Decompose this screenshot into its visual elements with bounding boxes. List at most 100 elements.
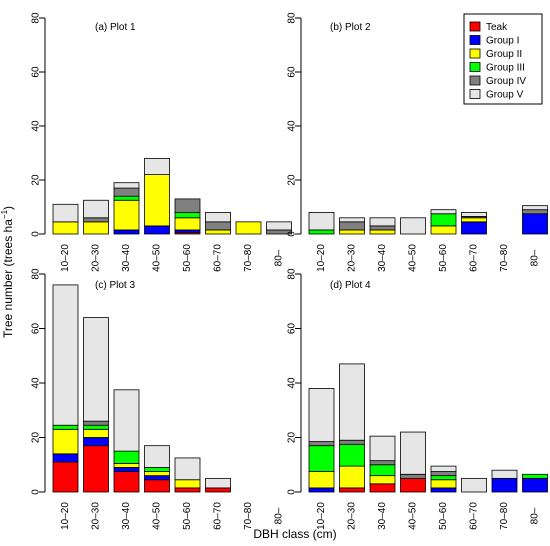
bar-segment-group-v [205, 477, 231, 489]
x-axis-label: DBH class (cm) [253, 527, 336, 541]
bar-segment-teak [52, 461, 79, 493]
bar-segment-group-ii [113, 199, 140, 231]
bar-segment-group-ii [144, 471, 170, 477]
x-tick-label: 30–40 [121, 502, 132, 530]
y-tick-label: 60 [287, 66, 298, 78]
legend-label: Group I [486, 36, 519, 47]
y-tick-label: 20 [287, 432, 298, 444]
x-tick-label: 10–20 [316, 502, 327, 530]
bar-segment-group-ii [113, 462, 140, 468]
bar-segment-teak [369, 483, 396, 493]
bar-segment-group-iii [113, 450, 140, 464]
bar-segment-teak [339, 487, 365, 493]
bar-segment-teak [205, 487, 231, 493]
bar-segment-group-iv [369, 225, 396, 231]
bar-segment-group-v [461, 211, 487, 217]
bar-segment-group-iii [339, 443, 365, 467]
bar-segment-group-iv [339, 221, 365, 231]
bar-segment-group-v [461, 477, 487, 493]
x-tick-label: 70–80 [499, 244, 510, 272]
bar-segment-group-iv [339, 439, 365, 445]
y-tick-label: 0 [287, 231, 298, 237]
y-tick-label: 20 [31, 432, 42, 444]
y-tick-label: 20 [287, 174, 298, 186]
bar-segment-group-v [400, 217, 426, 235]
x-tick-label: 20–30 [91, 244, 102, 272]
bar-segment-group-ii [174, 217, 201, 231]
x-tick-label: 20–30 [91, 502, 102, 530]
bar-segment-group-ii [52, 428, 79, 455]
bar-segment-group-v [491, 469, 518, 479]
bar-segment-group-iii [113, 195, 140, 201]
y-axis-label-superscript: −1 [0, 209, 9, 219]
bar-segment-group-v [205, 211, 231, 223]
x-tick-label: 80– [530, 507, 541, 524]
x-tick-label: 50–60 [182, 502, 193, 530]
bar-segment-teak [144, 479, 170, 493]
legend-label: Teak [486, 22, 508, 33]
bar-segment-group-iii [430, 213, 457, 227]
y-tick-label: 80 [287, 12, 298, 24]
bar-segment-group-ii [174, 479, 201, 489]
x-tick-label: 80– [530, 249, 541, 266]
bar-segment-group-v [113, 389, 140, 452]
bar-segment-group-iii [144, 467, 170, 472]
x-tick-label: 30–40 [121, 244, 132, 272]
chart-panel-1: 0 20 40 60 80 (a) Plot 1 10–20 20–30 30–40 40–50 5… [31, 12, 292, 272]
legend-swatch [469, 75, 481, 86]
bar-segment-group-i [308, 487, 335, 493]
bar-segment-group-v [430, 209, 457, 215]
bar-segment-group-v [174, 457, 201, 481]
bar-segment-group-ii [83, 221, 109, 235]
bar-segment-group-ii [339, 229, 365, 235]
y-tick-label: 60 [31, 323, 42, 335]
bar-segment-group-iv [522, 209, 548, 215]
bar-segment-group-i [113, 467, 140, 472]
chart-panel-3: 0 20 40 60 80 (c) Plot 3 10–20 20–30 30–40 40–50 5… [31, 268, 285, 530]
bar-segment-group-ii [369, 475, 396, 485]
bar-segment-group-v [308, 211, 335, 231]
x-tick-label: 80– [274, 249, 285, 266]
x-tick-label: 20–30 [347, 244, 358, 272]
x-tick-label: 40–50 [152, 502, 163, 530]
x-tick-label: 60–70 [469, 502, 480, 530]
legend-swatch [469, 35, 481, 45]
bar-segment-group-v [369, 217, 396, 227]
x-tick-label: 70–80 [243, 244, 254, 272]
bar-segment-group-iv [83, 420, 109, 426]
x-tick-label: 40–50 [408, 502, 419, 530]
legend-swatch [469, 21, 481, 32]
bar-segment-group-iv [205, 221, 231, 231]
bar-segment-group-iii [308, 445, 335, 472]
bar-segment-group-i [174, 229, 201, 234]
x-tick-label: 50–60 [182, 244, 193, 272]
bar-segment-group-ii [430, 225, 457, 235]
y-tick-label: 40 [31, 120, 42, 132]
x-tick-label: 20–30 [347, 502, 358, 530]
chart-legend: Teak Group I Group II Group III Group IV Grou… [463, 13, 543, 105]
bar-segment-group-ii [235, 221, 262, 235]
y-tick-label: 80 [287, 268, 298, 280]
bar-segment-group-i [522, 477, 548, 493]
bar-segment-group-iv [369, 460, 396, 466]
bar-segment-teak [400, 477, 426, 493]
panel-title: (d) Plot 4 [330, 280, 371, 291]
bar-segment-group-v [52, 284, 79, 426]
bar-segment-group-v [400, 431, 426, 475]
bar-segment-group-iii [522, 473, 548, 479]
bar-segment-group-i [522, 213, 548, 235]
bar-segment-group-ii [52, 221, 79, 235]
panel-title: (b) Plot 2 [330, 22, 371, 33]
bar-segment-group-ii [369, 229, 396, 235]
x-tick-label: 40–50 [408, 244, 419, 272]
x-tick-label: 60–70 [213, 244, 224, 272]
bar-segment-group-v [339, 217, 365, 223]
bar-segment-group-v [266, 221, 292, 231]
bar-segment-group-i [144, 475, 170, 481]
x-tick-label: 30–40 [377, 502, 388, 530]
bar-segment-group-ii [461, 217, 487, 223]
bar-segment-group-v [430, 465, 457, 472]
x-tick-label: 60–70 [469, 244, 480, 272]
bar-segment-group-v [144, 445, 170, 468]
